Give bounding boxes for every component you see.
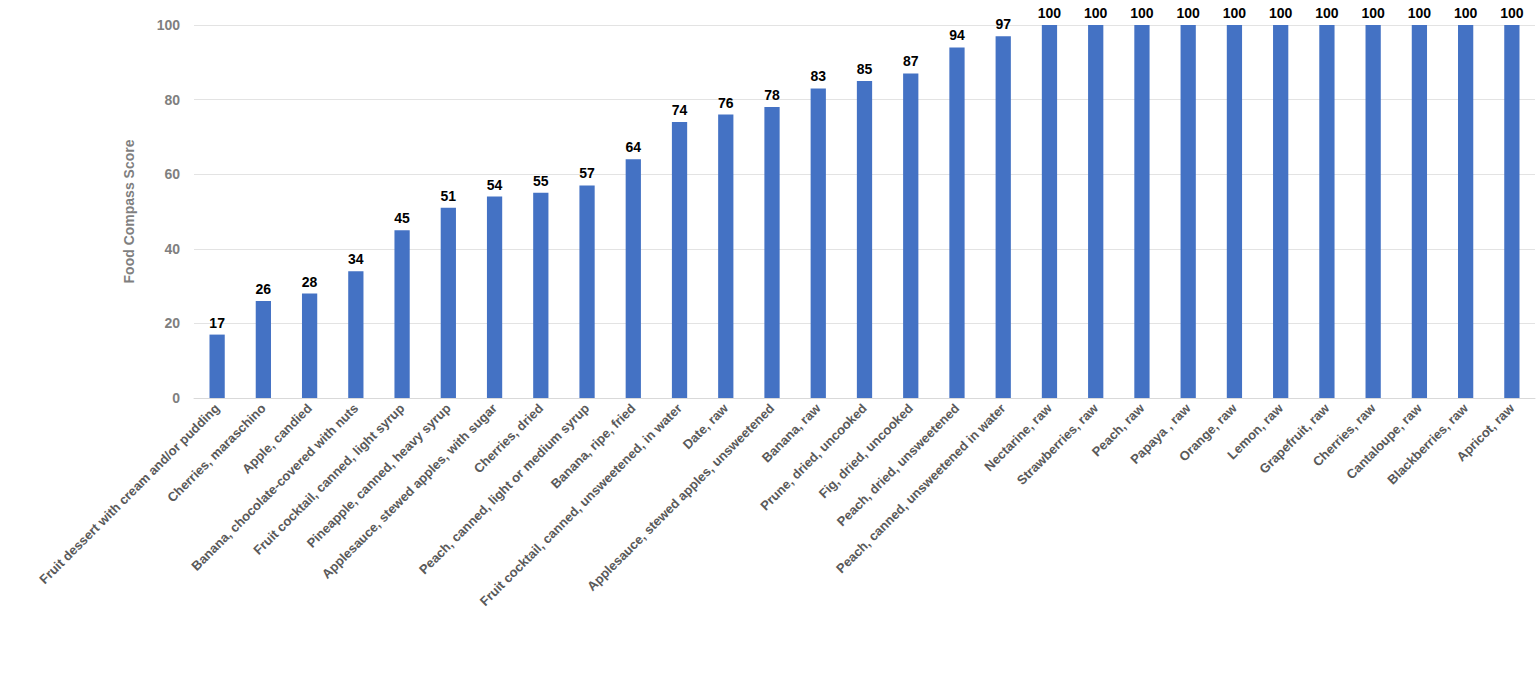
svg-text:Nectarine, raw: Nectarine, raw [981, 400, 1055, 475]
svg-text:100: 100 [157, 17, 181, 33]
svg-text:Peach, raw: Peach, raw [1088, 400, 1148, 460]
svg-text:100: 100 [1361, 5, 1385, 21]
svg-text:Banana, raw: Banana, raw [758, 400, 824, 466]
svg-text:97: 97 [995, 16, 1011, 32]
svg-text:26: 26 [256, 281, 272, 297]
svg-text:57: 57 [579, 165, 595, 181]
svg-text:Fruit cocktail, canned, light: Fruit cocktail, canned, light syrup [250, 400, 408, 558]
svg-text:Prune, dried, uncooked: Prune, dried, uncooked [757, 400, 870, 514]
svg-text:Food Compass Score: Food Compass Score [121, 139, 137, 283]
svg-text:Fruit cocktail, canned, unswee: Fruit cocktail, canned, unsweetened, in … [477, 401, 685, 609]
svg-text:Peach, dried, unsweetened: Peach, dried, unsweetened [833, 400, 963, 530]
svg-text:100: 100 [1038, 5, 1062, 21]
svg-text:Fruit dessert with cream and/o: Fruit dessert with cream and/or pudding [36, 400, 223, 587]
svg-text:64: 64 [626, 139, 642, 155]
svg-text:78: 78 [764, 87, 780, 103]
svg-text:Banana, chocolate-covered with: Banana, chocolate-covered with nuts [188, 401, 361, 574]
svg-text:Strawberries, raw: Strawberries, raw [1014, 400, 1102, 488]
svg-text:Pineapple, canned, heavy syrup: Pineapple, canned, heavy syrup [303, 400, 454, 551]
svg-text:100: 100 [1269, 5, 1293, 21]
svg-text:Cherries, dried: Cherries, dried [470, 400, 547, 477]
svg-text:Apricot, raw: Apricot, raw [1454, 400, 1518, 464]
svg-text:100: 100 [1315, 5, 1339, 21]
svg-text:Cherries, maraschino: Cherries, maraschino [164, 400, 269, 506]
svg-text:Peach, canned, light or medium: Peach, canned, light or medium syrup [416, 401, 592, 577]
svg-text:34: 34 [348, 251, 364, 267]
svg-text:Applesauce, stewed apples, uns: Applesauce, stewed apples, unsweetened [584, 401, 777, 594]
svg-text:Date, raw: Date, raw [679, 400, 732, 453]
svg-text:28: 28 [302, 274, 318, 290]
svg-text:100: 100 [1408, 5, 1432, 21]
svg-text:74: 74 [672, 102, 688, 118]
svg-text:60: 60 [164, 166, 180, 182]
svg-text:85: 85 [857, 61, 873, 77]
svg-text:100: 100 [1130, 5, 1154, 21]
svg-text:94: 94 [949, 27, 965, 43]
svg-text:87: 87 [903, 53, 919, 69]
svg-text:80: 80 [164, 92, 180, 108]
svg-text:Apple, candied: Apple, candied [239, 400, 315, 477]
svg-text:76: 76 [718, 95, 734, 111]
svg-text:Papaya , raw: Papaya , raw [1127, 400, 1194, 467]
svg-text:100: 100 [1454, 5, 1478, 21]
svg-text:Cantaloupe, raw: Cantaloupe, raw [1343, 400, 1425, 482]
svg-text:Cherries, raw: Cherries, raw [1309, 400, 1379, 470]
svg-text:20: 20 [164, 315, 180, 331]
svg-text:0: 0 [172, 390, 180, 406]
svg-text:55: 55 [533, 173, 549, 189]
svg-text:100: 100 [1223, 5, 1247, 21]
svg-text:17: 17 [209, 315, 225, 331]
svg-text:Banana, ripe, fried: Banana, ripe, fried [548, 401, 639, 492]
svg-text:Grapefruit, raw: Grapefruit, raw [1256, 400, 1333, 477]
svg-text:100: 100 [1500, 5, 1524, 21]
svg-text:Fig, dried, uncooked: Fig, dried, uncooked [815, 400, 916, 502]
svg-text:83: 83 [810, 68, 826, 84]
svg-text:Orange, raw: Orange, raw [1176, 400, 1240, 465]
svg-text:51: 51 [441, 188, 457, 204]
svg-text:100: 100 [1177, 5, 1201, 21]
svg-text:100: 100 [1084, 5, 1108, 21]
svg-text:Lemon, raw: Lemon, raw [1224, 400, 1286, 463]
svg-text:40: 40 [164, 241, 180, 257]
svg-text:Applesauce, stewed apples, wit: Applesauce, stewed apples, with sugar [319, 401, 500, 582]
svg-text:Peach, canned, unsweetened in: Peach, canned, unsweetened in water [833, 401, 1008, 576]
svg-text:54: 54 [487, 177, 503, 193]
svg-text:45: 45 [394, 210, 410, 226]
svg-text:Blackberries, raw: Blackberries, raw [1384, 400, 1471, 487]
